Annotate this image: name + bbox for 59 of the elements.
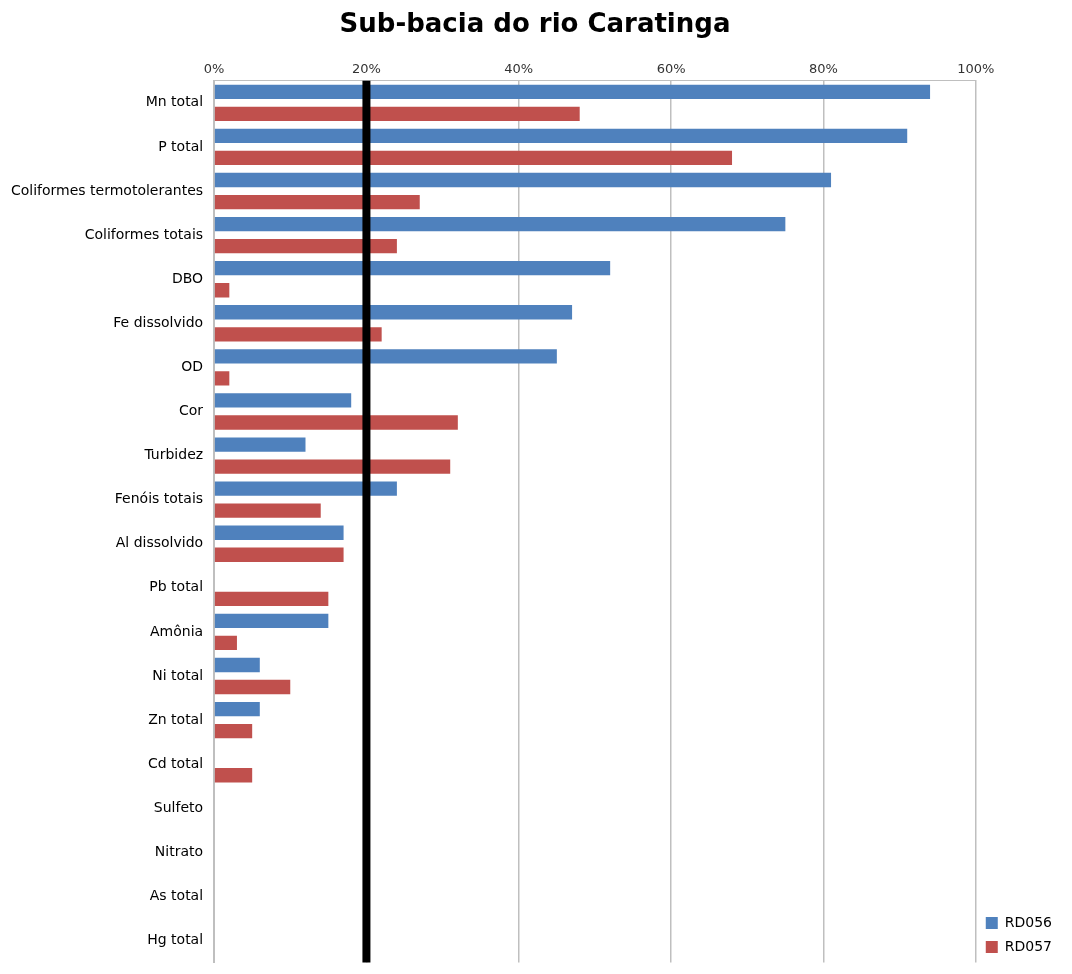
x-tick-label: 100% xyxy=(957,61,995,77)
bar xyxy=(214,591,329,607)
bar xyxy=(214,150,733,166)
bar xyxy=(214,547,344,562)
bar xyxy=(214,415,458,430)
y-tick-label: As total xyxy=(149,887,204,904)
bar xyxy=(214,613,329,629)
y-tick-label: DBO xyxy=(171,269,204,286)
x-tick-label: 20% xyxy=(351,61,381,77)
bar xyxy=(214,657,260,673)
bar xyxy=(214,371,230,386)
bar xyxy=(214,216,786,232)
y-tick-label: Cd total xyxy=(147,754,204,771)
bar xyxy=(214,503,321,518)
y-tick-label: Amônia xyxy=(149,622,204,639)
bar xyxy=(214,128,908,144)
bar xyxy=(214,481,397,496)
y-tick-label: Ni total xyxy=(152,666,204,683)
bar xyxy=(214,194,420,210)
y-tick-label: Pb total xyxy=(149,578,204,595)
bar xyxy=(214,635,237,651)
bar xyxy=(214,106,580,122)
bar xyxy=(214,723,253,739)
y-tick-label: Cor xyxy=(178,402,204,419)
bar xyxy=(214,327,382,342)
x-tick-label: 40% xyxy=(504,61,534,77)
bar xyxy=(214,679,291,695)
bar xyxy=(214,393,352,408)
chart-title: Sub-bacia do rio Caratinga xyxy=(339,8,731,39)
y-tick-label: Fe dissolvido xyxy=(113,313,204,330)
legend-label: RD056 xyxy=(1004,913,1053,930)
y-tick-label: Mn total xyxy=(145,93,204,110)
x-tick-label: 60% xyxy=(656,61,686,77)
y-tick-label: Al dissolvido xyxy=(115,534,204,551)
bar xyxy=(214,172,832,188)
y-tick-label: P total xyxy=(158,137,204,154)
bar xyxy=(214,437,306,452)
x-tick-label: 80% xyxy=(808,61,838,77)
bar xyxy=(214,701,260,717)
bar xyxy=(214,349,557,364)
bar xyxy=(214,261,611,276)
y-tick-label: Coliformes termotolerantes xyxy=(10,181,204,198)
y-tick-label: Zn total xyxy=(148,710,204,727)
y-tick-label: Hg total xyxy=(147,931,204,948)
bar xyxy=(214,768,253,783)
y-tick-label: Turbidez xyxy=(143,446,204,463)
x-tick-label: 0% xyxy=(203,61,225,77)
bar xyxy=(214,459,451,474)
bar xyxy=(214,283,230,298)
y-tick-label: Sulfeto xyxy=(153,798,204,815)
legend-label: RD057 xyxy=(1004,937,1052,954)
y-tick-label: OD xyxy=(181,358,204,375)
y-tick-label: Fenóis totais xyxy=(114,490,204,507)
y-tick-label: Nitrato xyxy=(154,843,204,860)
bar xyxy=(214,84,931,99)
bar xyxy=(214,525,344,540)
bar xyxy=(214,238,397,254)
y-tick-label: Coliformes totais xyxy=(84,225,204,242)
bar xyxy=(214,305,573,320)
